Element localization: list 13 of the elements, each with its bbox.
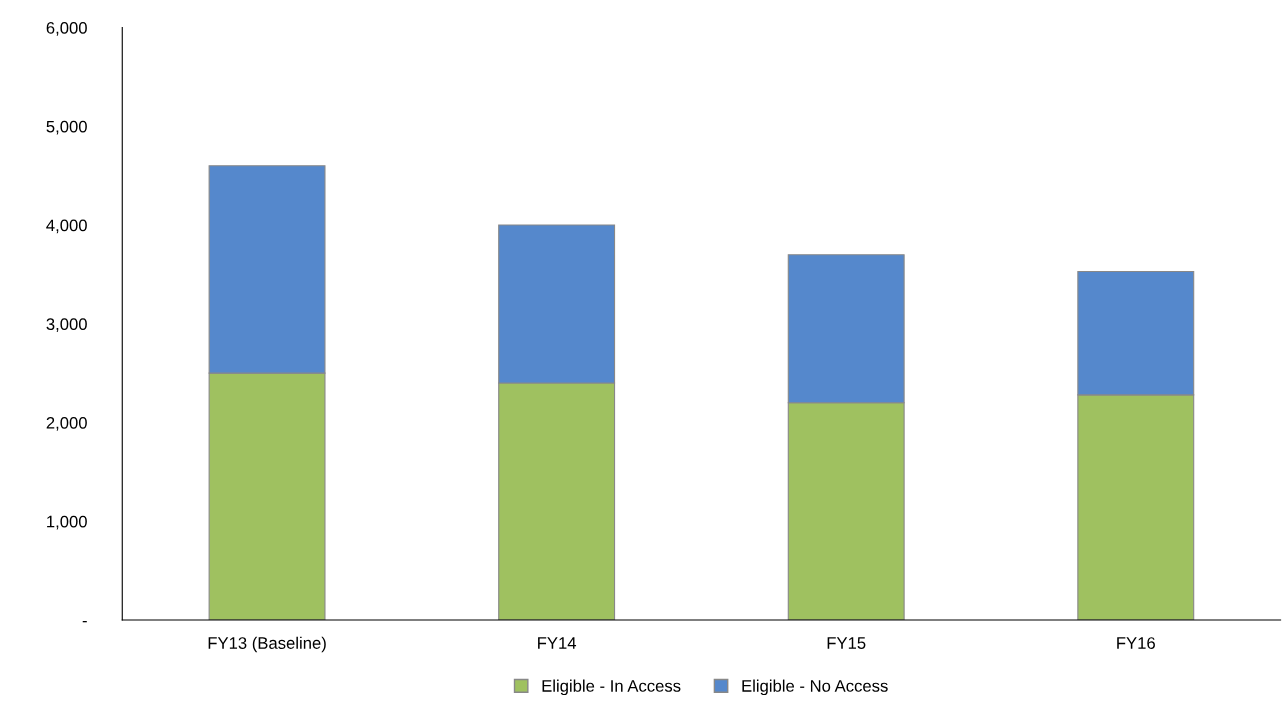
- y-tick-label: 6,000: [46, 21, 87, 36]
- legend-label: Eligible - No Access: [742, 679, 888, 696]
- x-tick-label: FY14: [538, 637, 577, 649]
- y-tick-label: 4,000: [46, 219, 87, 234]
- x-tick-label: FY13 (Baseline): [208, 636, 326, 653]
- legend-label: Eligible - In Access: [542, 679, 681, 696]
- y-tick-label: 1,000: [47, 515, 87, 530]
- x-tick-label: FY16: [1117, 637, 1155, 649]
- y-tick-label: -: [82, 621, 87, 623]
- y-tick-label: 2,000: [46, 416, 87, 431]
- x-tick-label: FY15: [827, 637, 866, 649]
- y-tick-label: 5,000: [46, 120, 87, 135]
- y-tick-label: 3,000: [46, 318, 87, 332]
